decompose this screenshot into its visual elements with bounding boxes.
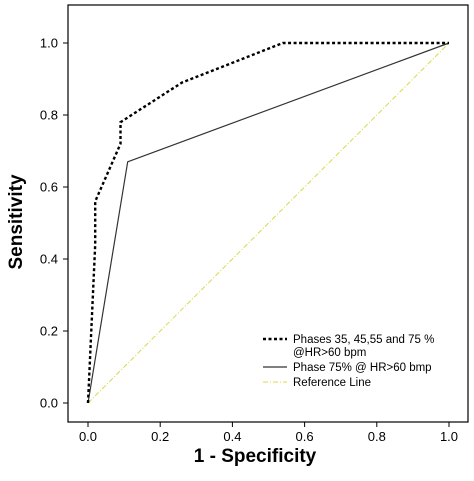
x-tick-label: 0.6	[296, 429, 314, 444]
series-line-3	[87, 42, 450, 404]
legend-label: Phases 35, 45,55 and 75 %	[293, 334, 434, 346]
y-tick-label: 0.4	[40, 252, 58, 267]
x-axis-title: 1 - Specificity	[194, 446, 317, 467]
y-tick-label: 0.2	[40, 324, 58, 339]
x-tick-label: 0.0	[79, 429, 97, 444]
legend: Phases 35, 45,55 and 75 %@HR>60 bpm Phase…	[263, 334, 434, 389]
x-tick-label: 0.2	[151, 429, 169, 444]
y-tick-label: 0.8	[40, 108, 58, 123]
legend-label: Phase 75% @ HR>60 bmp	[293, 362, 432, 374]
y-tick-label: 0.6	[40, 180, 58, 195]
series-layer	[86, 41, 450, 404]
legend-label: @HR>60 bpm	[293, 347, 366, 359]
series-line-1	[86, 41, 449, 404]
y-tick-label: 0.0	[40, 396, 58, 411]
x-tick-label: 0.8	[368, 429, 386, 444]
plot-frame	[67, 4, 469, 423]
y-tick-label: 1.0	[40, 36, 58, 51]
legend-label: Reference Line	[293, 377, 371, 389]
x-tick-label: 1.0	[440, 429, 458, 444]
y-axis-title: Sensitivity	[6, 174, 27, 269]
series-line-2	[87, 42, 450, 404]
x-axis: 0.0 0.2 0.4 0.6 0.8 1.0	[79, 422, 458, 444]
x-tick-label: 0.4	[223, 429, 241, 444]
y-axis: 0.0 0.2 0.4 0.6 0.8 1.0	[40, 36, 68, 411]
